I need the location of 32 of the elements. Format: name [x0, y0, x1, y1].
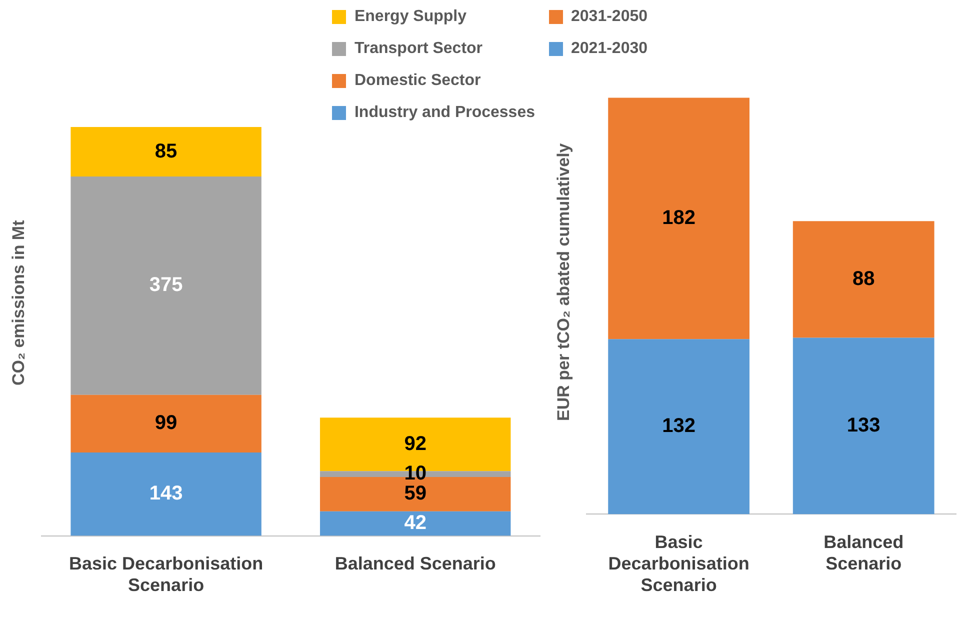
bar [792, 221, 934, 338]
y-axis-title: CO₂ emissions in Mt [8, 220, 28, 386]
data-label: 99 [154, 412, 178, 434]
legend-label: 2021-2030 [571, 40, 648, 58]
bar [792, 338, 934, 514]
x-tick-label: Balanced Scenario [334, 554, 496, 574]
data-label: 375 [149, 274, 183, 296]
data-label: 42 [404, 512, 426, 534]
y-axis-title: EUR per tCO₂ abated cumulatively [554, 142, 573, 421]
bar [70, 127, 262, 177]
bar [608, 339, 750, 514]
data-label: 59 [404, 482, 426, 505]
x-tick-label: Basic Decarbonisation Scenario [69, 554, 264, 596]
data-label: 92 [404, 432, 426, 455]
data-label: 143 [149, 482, 183, 505]
legend-label: Industry and Processes [354, 104, 535, 122]
bar [70, 452, 262, 536]
data-label: 88 [852, 268, 875, 290]
bar [320, 511, 511, 536]
legend-label: Transport Sector [354, 40, 483, 58]
data-label: 133 [846, 414, 880, 437]
x-tick-label: Balanced Scenario [824, 532, 904, 574]
legend-label: Energy Supply [354, 8, 467, 26]
bar [70, 176, 262, 395]
legend-label: Domestic Sector [354, 72, 481, 90]
data-label: 132 [662, 415, 696, 438]
bar [608, 98, 750, 340]
bar [70, 394, 262, 453]
x-tick-label: Basic Decarbonisation Scenario [608, 532, 750, 596]
data-label: 182 [662, 206, 696, 229]
legend-label: 2031-2050 [571, 8, 648, 26]
data-label: 85 [154, 140, 178, 162]
